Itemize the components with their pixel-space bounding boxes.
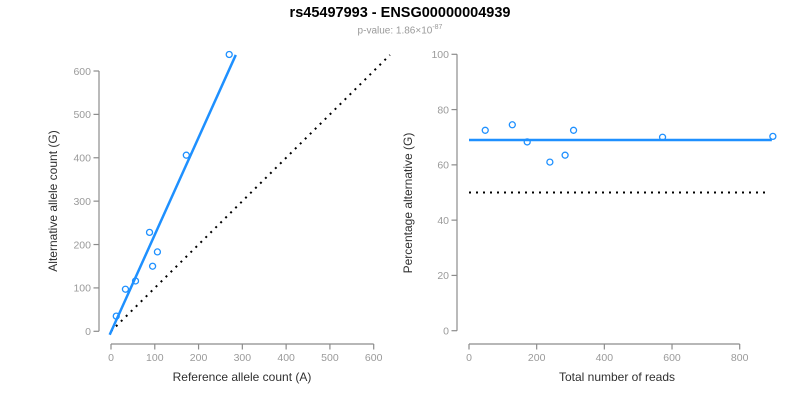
y-tick-label: 80 bbox=[437, 104, 449, 116]
y-tick-label: 0 bbox=[443, 326, 449, 338]
y-axis-title: Alternative allele count (G) bbox=[46, 130, 60, 271]
data-point bbox=[112, 312, 120, 320]
data-point bbox=[148, 262, 157, 270]
data-point bbox=[153, 248, 162, 256]
data-point bbox=[121, 285, 130, 293]
data-point bbox=[182, 151, 190, 159]
data-point bbox=[225, 50, 233, 59]
data-point bbox=[546, 158, 554, 166]
x-tick-label: 300 bbox=[234, 352, 252, 364]
y-tick-label: 200 bbox=[73, 239, 91, 251]
x-tick-label: 400 bbox=[596, 352, 614, 364]
y-tick-label: 300 bbox=[73, 196, 91, 208]
y-tick-label: 600 bbox=[73, 66, 91, 78]
x-tick-label: 200 bbox=[528, 352, 546, 364]
y-tick-label: 40 bbox=[437, 215, 449, 227]
data-point bbox=[561, 151, 569, 159]
chart-subtitle: p-value: 1.86×10-87 bbox=[0, 24, 800, 36]
x-tick-label: 200 bbox=[190, 352, 208, 364]
data-point bbox=[131, 277, 140, 285]
x-tick-label: 0 bbox=[108, 352, 114, 364]
y-tick-label: 100 bbox=[431, 49, 449, 61]
y-tick-label: 100 bbox=[73, 283, 91, 295]
x-tick-label: 800 bbox=[731, 352, 749, 364]
chart-title: rs45497993 - ENSG00000004939 bbox=[289, 5, 511, 21]
x-tick-label: 100 bbox=[146, 352, 164, 364]
x-tick-label: 500 bbox=[321, 352, 339, 364]
y-tick-label: 400 bbox=[73, 153, 91, 165]
pvalue-text: p-value: 1.86×10 bbox=[357, 25, 433, 37]
x-tick-label: 400 bbox=[277, 352, 295, 364]
y-tick-label: 0 bbox=[85, 326, 91, 338]
reference-line bbox=[110, 54, 391, 333]
y-tick-label: 500 bbox=[73, 109, 91, 121]
data-point bbox=[145, 228, 154, 237]
data-point bbox=[658, 133, 667, 141]
y-tick-label: 20 bbox=[437, 270, 449, 282]
x-tick-label: 600 bbox=[663, 352, 681, 364]
pvalue-exponent: -87 bbox=[432, 23, 443, 31]
data-point bbox=[569, 126, 578, 134]
data-point bbox=[508, 121, 516, 129]
x-tick-label: 600 bbox=[365, 352, 383, 364]
y-tick-label: 60 bbox=[437, 160, 449, 172]
x-axis-title: Total number of reads bbox=[559, 370, 675, 384]
data-point bbox=[481, 126, 489, 134]
data-point bbox=[523, 138, 531, 146]
fit-line bbox=[108, 54, 237, 336]
y-axis-title: Percentage alternative (G) bbox=[401, 133, 415, 274]
x-axis-title: Reference allele count (A) bbox=[173, 370, 312, 384]
figure-header: rs45497993 - ENSG00000004939 p-value: 1.… bbox=[0, 0, 800, 36]
x-tick-label: 0 bbox=[466, 352, 472, 364]
data-point bbox=[769, 132, 777, 141]
